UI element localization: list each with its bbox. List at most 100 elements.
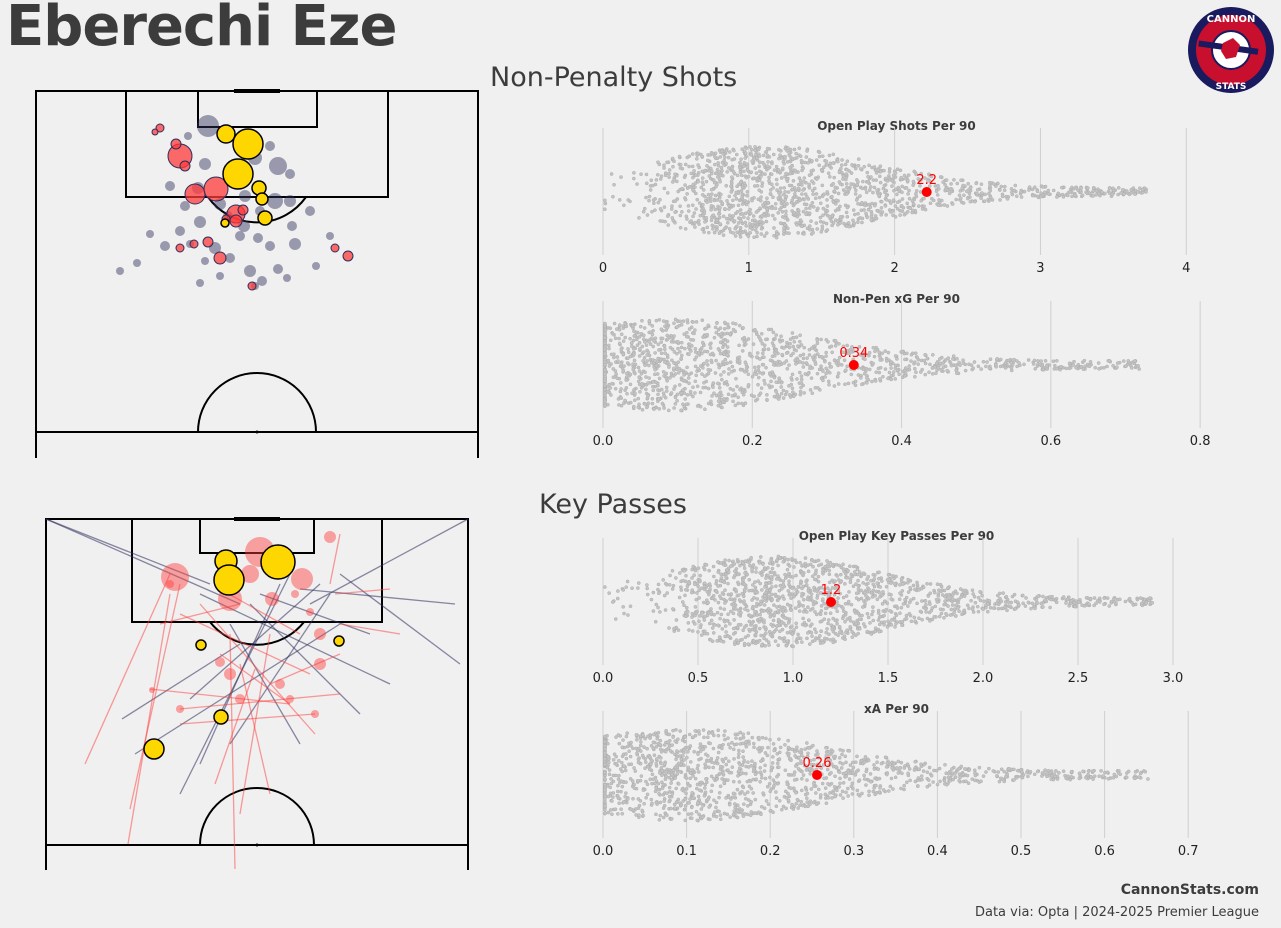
swarm-point: [779, 391, 784, 396]
swarm-point: [841, 174, 846, 178]
swarm-point: [939, 584, 944, 589]
swarm-point: [626, 356, 630, 361]
swarm-point: [743, 369, 747, 374]
swarm-point: [704, 179, 709, 184]
swarm-point: [1030, 601, 1035, 606]
swarm-point: [748, 353, 752, 358]
swarm-point: [716, 347, 721, 351]
swarm-point: [755, 613, 759, 617]
swarm-point: [706, 192, 711, 197]
swarm-point: [740, 401, 744, 406]
key-pass-line: [129, 583, 181, 810]
key-pass-marker: [314, 658, 326, 670]
swarm-point: [752, 235, 756, 240]
key-pass-markers: [143, 531, 345, 760]
swarm-point: [739, 173, 744, 178]
swarm-point: [889, 201, 893, 205]
swarm-point: [783, 572, 787, 577]
swarm-point: [818, 619, 823, 624]
swarm-point: [876, 576, 881, 581]
swarm-point: [768, 737, 772, 742]
swarm-point: [663, 347, 667, 352]
swarm-point: [633, 391, 637, 396]
swarm-point: [886, 376, 890, 381]
swarm-point: [794, 200, 799, 204]
tick-label: 3.0: [1163, 671, 1184, 686]
swarm-point: [739, 180, 743, 185]
swarm-point: [804, 579, 808, 584]
swarm-point: [954, 368, 958, 373]
swarm-point: [727, 204, 732, 208]
swarm-point: [979, 182, 984, 187]
swarm-point: [946, 604, 950, 608]
swarm-point: [937, 187, 941, 191]
shot-marker: [237, 204, 249, 216]
swarm-point: [825, 586, 830, 590]
swarm-point: [816, 206, 820, 211]
swarm-point: [666, 214, 670, 218]
swarm-point: [737, 593, 741, 597]
swarm-point: [730, 217, 734, 222]
swarm-point: [692, 331, 696, 336]
swarm-point: [659, 327, 664, 332]
swarm-point: [835, 219, 840, 223]
swarm-point: [941, 365, 946, 369]
swarm-point: [776, 609, 781, 613]
swarm-point: [842, 221, 846, 226]
swarm-point: [938, 361, 943, 366]
swarm-point: [670, 204, 674, 208]
swarm-point: [828, 638, 833, 642]
swarm-point: [961, 183, 965, 188]
swarm-point: [925, 616, 930, 621]
swarm-point: [824, 163, 829, 167]
swarm-point: [928, 362, 932, 367]
swarm-point: [1150, 601, 1155, 605]
swarm-point: [721, 639, 726, 644]
swarm-point: [653, 367, 657, 372]
swarm-point: [882, 168, 886, 173]
swarm-point: [856, 584, 861, 588]
swarm-point: [719, 612, 724, 617]
swarm-point: [1003, 605, 1008, 610]
swarm-point: [998, 357, 1003, 362]
swarm-point: [678, 204, 682, 208]
swarm-point: [711, 213, 716, 218]
swarm-point: [807, 173, 812, 178]
swarm-point: [728, 622, 732, 626]
swarm-point: [1091, 194, 1095, 198]
swarm-point: [922, 204, 926, 209]
swarm-point: [1144, 600, 1149, 605]
swarm-point: [740, 147, 744, 151]
swarm-point: [679, 408, 683, 413]
swarm-point: [853, 379, 858, 384]
swarm-point: [643, 340, 647, 344]
swarm-point: [736, 640, 741, 645]
player-point: [826, 597, 836, 607]
swarm-point: [801, 563, 805, 568]
swarm-point: [695, 766, 700, 771]
swarm-point: [887, 167, 892, 171]
swarm-point: [849, 602, 854, 607]
swarm-point: [828, 560, 833, 565]
swarm-point: [721, 214, 726, 219]
swarm-point: [769, 622, 773, 627]
swarm-point: [691, 394, 695, 399]
swarm-point: [894, 574, 898, 579]
swarm-point: [690, 576, 694, 580]
swarm-point: [715, 321, 719, 325]
tick-label: 0.0: [593, 844, 614, 859]
swarm-point: [636, 586, 640, 590]
swarm-point: [740, 194, 744, 199]
swarm-point: [865, 629, 870, 634]
swarm-point: [708, 199, 713, 204]
swarm-point: [795, 211, 800, 215]
swarm-point: [748, 230, 753, 235]
swarm-point: [893, 625, 897, 629]
swarm-point: [1140, 190, 1145, 195]
swarm-point: [661, 370, 666, 374]
swarm-point: [603, 371, 607, 376]
swarm-point: [800, 640, 804, 644]
swarm-point: [748, 145, 752, 149]
swarm-point: [850, 781, 855, 786]
swarm-point: [955, 591, 959, 596]
